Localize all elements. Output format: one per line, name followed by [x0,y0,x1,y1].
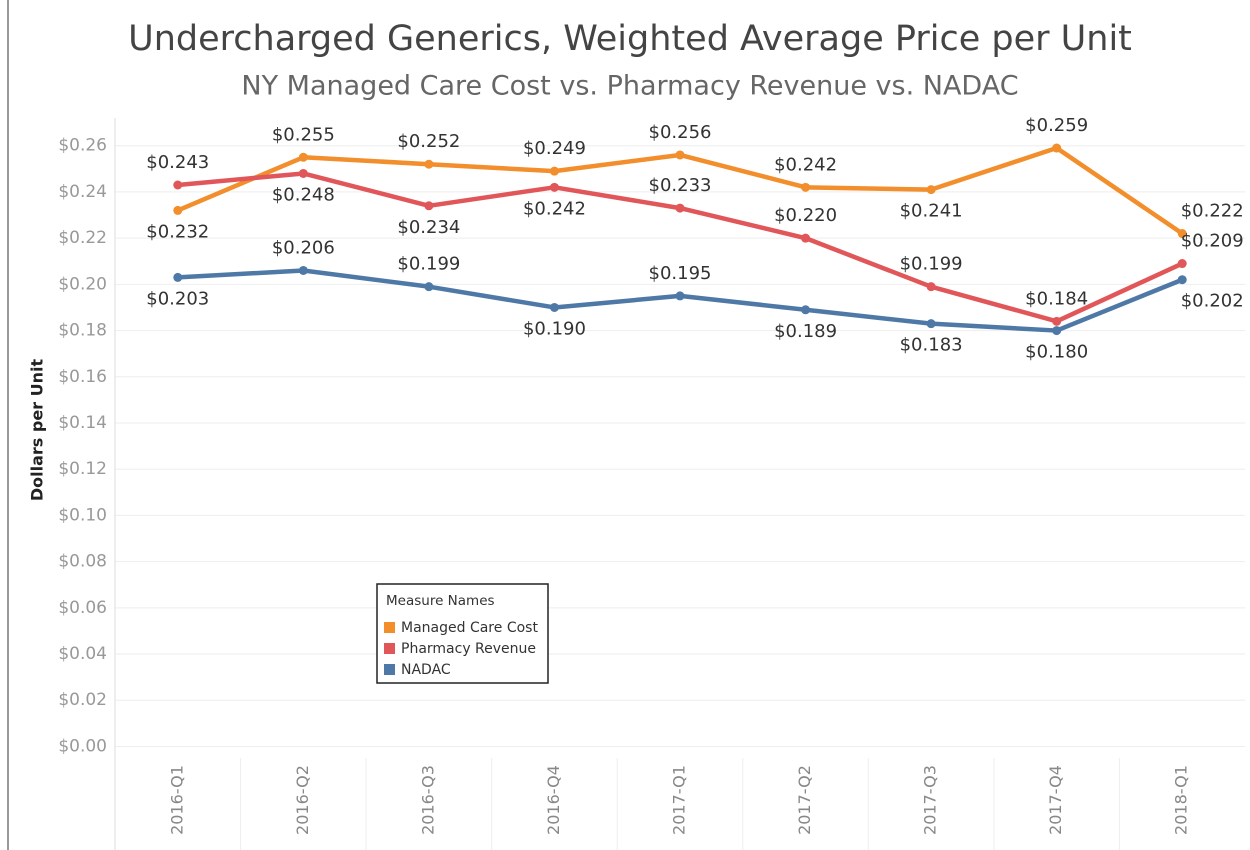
chart-subtitle: NY Managed Care Cost vs. Pharmacy Revenu… [241,71,1018,102]
data-label: $0.209 [1181,231,1244,252]
x-tick-label: 2016-Q3 [418,765,437,835]
point [173,180,183,190]
data-label: $0.220 [774,205,837,226]
x-tick-label: 2016-Q1 [167,765,186,835]
y-tick-label: $0.18 [58,321,107,341]
point [1177,275,1187,285]
data-label: $0.183 [900,335,963,356]
y-tick-label: $0.24 [58,182,107,202]
data-label: $0.195 [649,263,712,284]
data-label: $0.184 [1025,288,1088,309]
y-tick-label: $0.12 [58,459,107,479]
data-label: $0.203 [146,288,209,309]
point [424,201,434,211]
y-tick-label: $0.20 [58,274,107,294]
point [424,282,434,292]
data-label: $0.241 [900,201,963,222]
chart-title: Undercharged Generics, Weighted Average … [128,19,1132,59]
data-label: $0.180 [1025,342,1088,363]
point [801,182,811,192]
point [801,233,811,243]
legend-box [376,583,549,684]
point [1052,316,1062,326]
legend-swatch [384,664,395,675]
point [298,152,308,162]
point [1177,229,1187,239]
data-label: $0.233 [649,175,712,196]
legend-label: Pharmacy Revenue [401,641,536,657]
point [173,205,183,215]
y-tick-label: $0.26 [58,136,107,156]
point [173,272,183,282]
data-label: $0.222 [1181,201,1244,222]
lines [173,143,1187,336]
point [926,282,936,292]
data-label: $0.249 [523,138,586,159]
x-tick-label: 2018-Q1 [1172,765,1191,835]
data-label: $0.199 [397,254,460,275]
data-label: $0.252 [397,131,460,152]
y-tick-label: $0.00 [58,736,107,756]
data-label: $0.243 [146,152,209,173]
data-label: $0.202 [1181,291,1244,312]
legend-swatch [384,622,395,633]
point [926,319,936,329]
x-tick-label: 2016-Q4 [544,765,563,835]
x-tick-label: 2017-Q1 [670,765,689,835]
point [1177,259,1187,269]
point [1052,143,1062,153]
point [801,305,811,315]
point [1052,326,1062,336]
point [675,291,685,301]
legend-title: Measure Names [386,593,495,609]
x-tick-label: 2017-Q4 [1046,765,1065,835]
x-tick-label: 2016-Q2 [293,765,312,835]
y-tick-label: $0.10 [58,505,107,525]
y-tick-label: $0.14 [58,413,107,433]
point [675,203,685,213]
data-label: $0.256 [649,122,712,143]
point [926,185,936,195]
y-axis-label: Dollars per Unit [28,359,47,502]
y-tick-label: $0.16 [58,367,107,387]
point [298,168,308,178]
point [298,265,308,275]
y-tick-label: $0.06 [58,598,107,618]
data-label: $0.234 [397,217,460,238]
data-label: $0.255 [272,124,335,145]
legend-label: Managed Care Cost [401,620,538,636]
point [549,166,559,176]
legend-label: NADAC [401,662,451,678]
data-label: $0.199 [900,254,963,275]
data-label: $0.189 [774,321,837,342]
data-label: $0.206 [272,237,335,258]
data-label: $0.248 [272,184,335,205]
point [549,302,559,312]
x-tick-label: 2017-Q2 [795,765,814,835]
data-label: $0.242 [523,198,586,219]
y-tick-label: $0.02 [58,690,107,710]
labels: $0.232 $0.255 $0.252 $0.249 $0.256 $0.242 $0.2… [146,115,1243,363]
legend-swatch [384,643,395,654]
y-tick-label: $0.08 [58,552,107,572]
x-tick-label: 2017-Q3 [921,765,940,835]
y-tick-label: $0.22 [58,228,107,248]
data-label: $0.232 [146,221,209,242]
legend: Measure Names Managed Care Cost Pharmacy R… [376,583,549,684]
point [675,150,685,160]
data-label: $0.259 [1025,115,1088,136]
data-label: $0.190 [523,318,586,339]
point [549,182,559,192]
y-tick-label: $0.04 [58,644,107,664]
point [424,159,434,169]
data-label: $0.242 [774,154,837,175]
